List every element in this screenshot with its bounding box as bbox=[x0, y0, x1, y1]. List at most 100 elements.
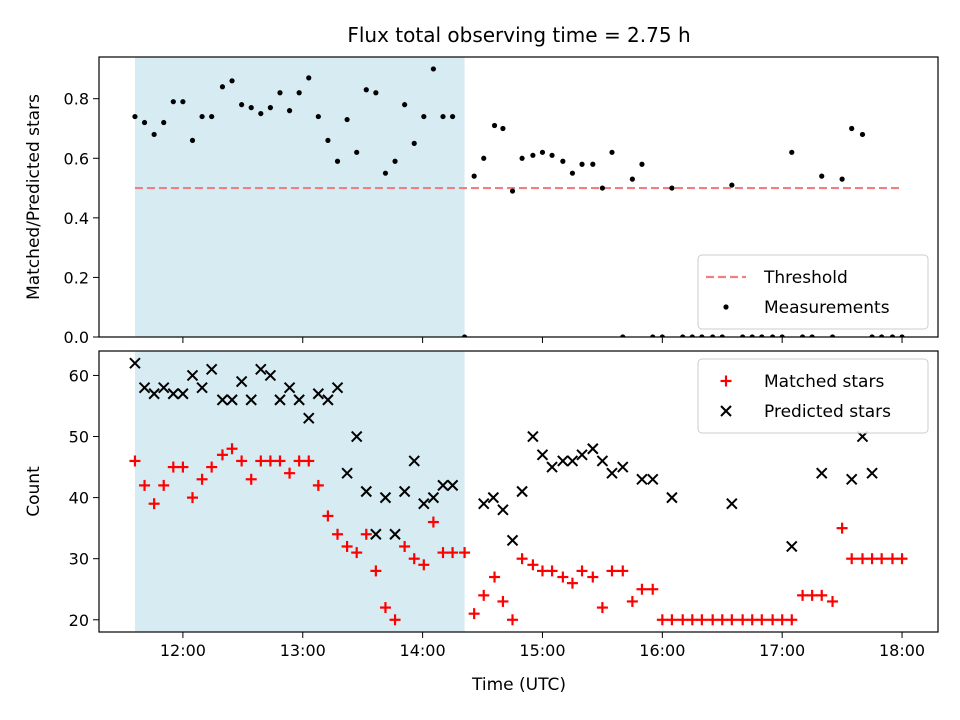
data-point bbox=[277, 90, 283, 96]
data-point bbox=[487, 491, 500, 504]
data-point bbox=[370, 528, 382, 540]
data-point bbox=[767, 614, 779, 626]
data-point bbox=[539, 149, 546, 155]
data-point bbox=[248, 105, 254, 111]
data-point bbox=[516, 485, 528, 498]
data-point bbox=[599, 185, 606, 191]
data-point bbox=[331, 381, 344, 394]
data-point bbox=[177, 388, 189, 400]
legend-label: Threshold bbox=[763, 268, 848, 288]
data-point bbox=[418, 498, 430, 510]
data-point bbox=[315, 113, 321, 120]
data-point bbox=[382, 170, 389, 176]
x-tick-label: 17:00 bbox=[759, 641, 805, 660]
data-point bbox=[546, 565, 558, 577]
y-tick-label: 0.0 bbox=[64, 328, 89, 347]
data-point bbox=[408, 553, 420, 565]
data-point bbox=[235, 375, 248, 388]
data-point bbox=[786, 614, 798, 626]
data-point bbox=[776, 614, 788, 626]
data-point bbox=[689, 334, 695, 337]
data-point bbox=[566, 455, 579, 467]
data-point bbox=[306, 75, 312, 81]
data-point bbox=[447, 547, 459, 559]
data-point bbox=[491, 122, 498, 129]
data-point bbox=[669, 185, 675, 191]
data-point bbox=[779, 334, 785, 337]
data-point bbox=[650, 334, 656, 337]
bottom-legend: Matched stars Predicted stars bbox=[697, 358, 929, 434]
data-point bbox=[489, 571, 501, 583]
bottom-series-matched-stars bbox=[129, 443, 908, 626]
data-point bbox=[557, 455, 569, 467]
data-point bbox=[229, 78, 235, 84]
data-point bbox=[341, 540, 353, 552]
data-point bbox=[274, 394, 286, 406]
data-point bbox=[716, 614, 728, 626]
data-point bbox=[699, 334, 705, 337]
x-tick-label: 13:00 bbox=[280, 641, 326, 660]
data-point bbox=[726, 498, 738, 510]
data-point bbox=[516, 553, 528, 565]
data-point bbox=[797, 589, 809, 601]
data-point bbox=[170, 99, 176, 105]
data-point bbox=[587, 443, 599, 455]
bottom-y-axis-label: Count bbox=[24, 466, 44, 517]
legend-swatch bbox=[720, 405, 732, 417]
data-point bbox=[148, 498, 160, 510]
data-point bbox=[726, 614, 738, 626]
y-tick-label: 50 bbox=[69, 428, 89, 447]
data-point bbox=[829, 334, 836, 337]
top-series-measurements bbox=[132, 66, 905, 337]
data-point bbox=[180, 99, 186, 105]
data-point bbox=[696, 614, 708, 626]
data-point bbox=[471, 173, 477, 179]
bottom-panel: 20 30 40 50 60 12:00 13:00 14:00 15:00 16:00 17:00… bbox=[24, 350, 939, 660]
y-tick-label: 60 bbox=[69, 366, 89, 385]
data-point bbox=[303, 412, 315, 424]
data-point bbox=[896, 553, 908, 565]
data-point bbox=[421, 113, 427, 120]
data-point bbox=[737, 614, 749, 626]
data-point bbox=[557, 571, 569, 583]
data-point bbox=[245, 473, 257, 485]
data-point bbox=[427, 516, 439, 528]
data-point bbox=[186, 369, 199, 382]
data-point bbox=[427, 491, 440, 504]
data-point bbox=[756, 614, 768, 626]
data-point bbox=[846, 553, 858, 565]
data-point bbox=[680, 334, 686, 337]
data-point bbox=[186, 492, 198, 504]
data-point bbox=[189, 137, 196, 144]
data-point bbox=[196, 381, 208, 394]
legend-label: Measurements bbox=[764, 298, 890, 318]
top-plot-area bbox=[132, 66, 905, 337]
data-point bbox=[481, 155, 487, 161]
data-point bbox=[719, 334, 725, 337]
data-point bbox=[839, 176, 845, 182]
data-point bbox=[569, 170, 576, 176]
data-point bbox=[507, 614, 519, 626]
data-point bbox=[411, 140, 417, 146]
data-point bbox=[177, 461, 189, 473]
legend-label: Matched stars bbox=[764, 372, 884, 392]
y-tick-label: 20 bbox=[69, 611, 89, 630]
data-point bbox=[418, 559, 430, 571]
data-point bbox=[286, 108, 293, 114]
data-point bbox=[370, 565, 382, 577]
data-point bbox=[497, 504, 509, 516]
data-point bbox=[710, 334, 716, 337]
data-point bbox=[373, 90, 379, 96]
data-point bbox=[819, 173, 825, 179]
data-point bbox=[459, 547, 471, 559]
legend-box bbox=[697, 358, 929, 434]
data-point bbox=[647, 583, 659, 595]
data-point bbox=[636, 583, 648, 595]
data-point bbox=[161, 119, 167, 126]
data-point bbox=[806, 589, 818, 601]
data-point bbox=[379, 602, 391, 614]
data-point bbox=[527, 430, 539, 443]
data-point bbox=[139, 479, 151, 491]
data-point bbox=[866, 467, 878, 479]
data-point bbox=[740, 334, 746, 337]
